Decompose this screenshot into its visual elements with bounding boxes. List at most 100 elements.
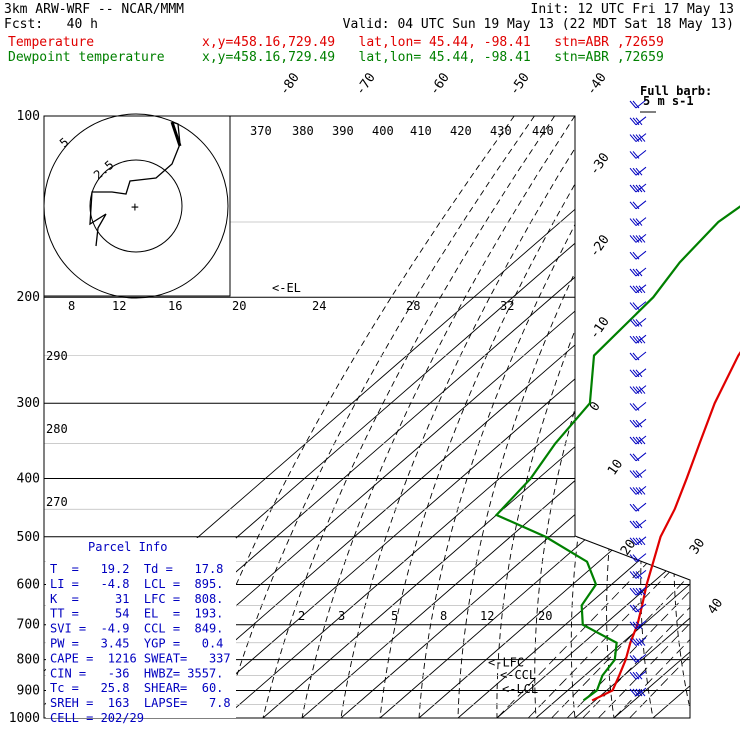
isotherm-label: -80 [277, 70, 303, 98]
hodograph-center-mark: + [131, 200, 139, 215]
isotherm-label: -70 [353, 70, 379, 98]
theta-label: 390 [332, 124, 354, 138]
dewpoint-legend-info: x,y=458.16,729.49 lat,lon= 45.44, -98.41… [202, 50, 664, 65]
wind-barb-flag [638, 587, 646, 596]
theta-label: 290 [46, 349, 68, 363]
wind-barb-flag [632, 537, 640, 546]
wind-barb-flag [632, 470, 640, 478]
wind-barb-flag [632, 621, 640, 630]
mixing-ratio-label: 2 [298, 609, 305, 623]
wind-barb-flag [632, 319, 640, 327]
wind-barb-flag [632, 671, 640, 680]
wind-barb-flag [632, 453, 640, 462]
mixing-ratio-label: 12 [480, 609, 494, 623]
dry-adiabat-line [340, 116, 596, 718]
isotherm-label: 10 [605, 457, 626, 478]
pressure-label-1000: 1000 [9, 711, 40, 726]
dry-adiabat-line [262, 116, 555, 718]
wind-barb-flag [635, 319, 643, 327]
theta-label: 270 [46, 495, 68, 509]
dry-adiabat-line [570, 116, 690, 718]
wind-barb-flag [629, 117, 637, 126]
wind-barb-flag [635, 571, 643, 579]
wind-barb-flag [629, 436, 637, 445]
wind-barb-flag [632, 554, 640, 562]
moist-adiabat-line [598, 296, 690, 718]
isotherm-line [535, 116, 690, 718]
wind-barb-flag [632, 167, 640, 176]
wind-barb-flag [629, 503, 637, 512]
hodograph-trace-upper [170, 121, 182, 147]
wind-barb-flag [632, 587, 640, 596]
dewpoint-profile [494, 205, 740, 702]
wind-barb-flag [632, 184, 640, 193]
wind-barb-flag [629, 184, 637, 193]
isotherm-line [418, 116, 690, 718]
dry-adiabat-line [706, 116, 740, 718]
isotherm-line [301, 116, 690, 718]
wind-barb-flag [629, 554, 637, 562]
wind-barb-flag [629, 352, 637, 361]
moist-adiabat-line [496, 296, 690, 718]
isotherm-line [692, 116, 740, 718]
wind-barb-flag [629, 487, 637, 495]
wind-barb-flag [629, 655, 637, 663]
parcel-info-row: T = 19.2 Td = 17.8 [50, 562, 223, 576]
isotherm-line [223, 116, 690, 718]
theta-label: 430 [490, 124, 512, 138]
wind-barb-flag [638, 487, 646, 495]
wind-barb-flag [638, 688, 646, 697]
mixing-ratio-label: 24 [312, 299, 326, 313]
wind-barb-flag [638, 184, 646, 193]
wind-barb-flag [638, 335, 646, 344]
isotherm-label: -40 [584, 70, 610, 98]
wind-barb-flag [629, 671, 637, 680]
wind-barb-flag [635, 419, 643, 428]
wind-barb-flag [629, 638, 637, 646]
wind-barb-flag [638, 638, 646, 646]
mixing-ratio-label: 8 [440, 609, 447, 623]
isotherm-line [457, 116, 690, 718]
wind-barb-flag [632, 134, 640, 142]
theta-label: 440 [532, 124, 554, 138]
model-title: 3km ARW-WRF -- NCAR/MMM [4, 2, 185, 17]
dry-adiabat-line [418, 116, 636, 718]
pressure-label-600: 600 [17, 577, 40, 592]
wind-barb-flag [629, 285, 637, 294]
wind-barb-flag [635, 184, 643, 193]
wind-barb-flag [629, 403, 637, 411]
isotherm-line [262, 116, 690, 718]
wind-barb-flag [629, 100, 637, 109]
parcel-info-row: TT = 54 EL = 193. [50, 607, 223, 621]
wind-legend-title: Full barb: [640, 84, 712, 98]
wind-barb-flag [638, 436, 646, 445]
isotherm-line [184, 116, 690, 718]
wind-barb-flag [629, 571, 637, 579]
hodograph-box [43, 115, 231, 297]
level-annotation: <-LFC [488, 655, 524, 669]
wind-barb-flag [635, 671, 643, 680]
mixing-ratio-label: 20 [538, 609, 552, 623]
wind-barb-flag [632, 352, 640, 361]
wind-barb-flag [638, 235, 646, 243]
parcel-info-row: SREH = 163 LAPSE= 7.8 [50, 696, 231, 710]
wind-barb-flag [632, 503, 640, 512]
hodograph-ring-inner [89, 159, 183, 253]
wind-barb-flag [629, 319, 637, 327]
wind-barb-flag [632, 268, 640, 277]
theta-label: 400 [372, 124, 394, 138]
wind-barb-flag [629, 268, 637, 277]
dry-adiabat-line [606, 116, 690, 718]
mixing-ratio-label: 20 [232, 299, 246, 313]
parcel-info-row: CIN = -36 HWBZ= 3557. [50, 666, 223, 680]
isotherm-label: -30 [587, 150, 613, 178]
moist-adiabat-line [582, 296, 690, 718]
wind-barb-flag [635, 386, 643, 394]
isotherm-label: -60 [427, 70, 453, 98]
moist-adiabat-line [613, 296, 690, 718]
pressure-label-500: 500 [17, 530, 40, 545]
mixing-ratio-label: 8 [68, 299, 75, 313]
wind-barb-flag [629, 167, 637, 176]
wind-barb-flag [632, 520, 640, 529]
dry-adiabat-line [223, 116, 535, 718]
